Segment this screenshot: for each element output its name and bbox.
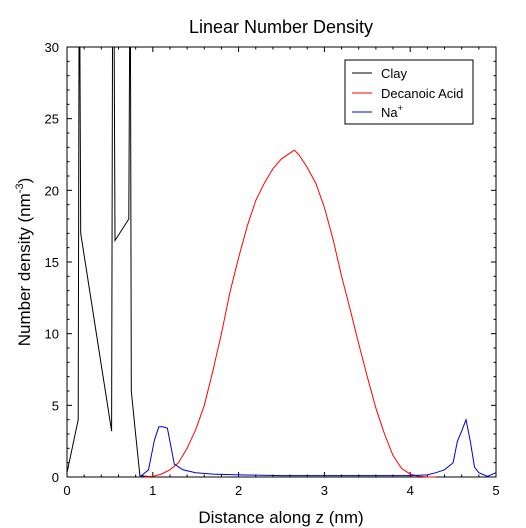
legend-box <box>344 59 474 125</box>
y-tick-label: 15 <box>45 255 59 270</box>
series-line-na <box>139 417 497 478</box>
y-tick-label: 5 <box>52 398 59 413</box>
x-tick-label: 4 <box>407 483 414 498</box>
legend-label-na-sup: + <box>398 103 403 113</box>
y-tick-label: 25 <box>45 112 59 127</box>
x-axis-label: Distance along z (nm) <box>198 508 363 527</box>
legend-label-na: Na+ <box>381 103 403 120</box>
y-axis-label-tail: ) <box>15 178 34 184</box>
legend: Clay Decanoic Acid Na+ <box>344 59 474 125</box>
x-tick-label: 5 <box>492 483 499 498</box>
y-tick-label: 10 <box>45 327 59 342</box>
x-tick-label: 0 <box>63 483 70 498</box>
legend-label-clay: Clay <box>381 66 408 81</box>
y-tick-label: 0 <box>52 470 59 485</box>
x-tick-label: 3 <box>321 483 328 498</box>
series-line-clay <box>66 46 496 478</box>
y-axis-label-main: Number density (nm <box>15 193 34 346</box>
y-axis-ticks: 0 5 10 15 20 25 30 <box>45 40 496 485</box>
x-tick-label: 2 <box>235 483 242 498</box>
y-axis-label-sup: -3 <box>14 183 26 193</box>
y-tick-label: 20 <box>45 183 59 198</box>
legend-label-decanoic-acid: Decanoic Acid <box>381 86 463 101</box>
y-axis-label: Number density (nm-3) <box>14 178 34 347</box>
legend-label-na-main: Na <box>381 105 398 120</box>
x-tick-label: 1 <box>149 483 156 498</box>
series-line-decanoic-acid <box>144 149 436 478</box>
chart-title: Linear Number Density <box>189 17 373 37</box>
y-tick-label: 30 <box>45 40 59 55</box>
series-layer <box>66 46 497 478</box>
